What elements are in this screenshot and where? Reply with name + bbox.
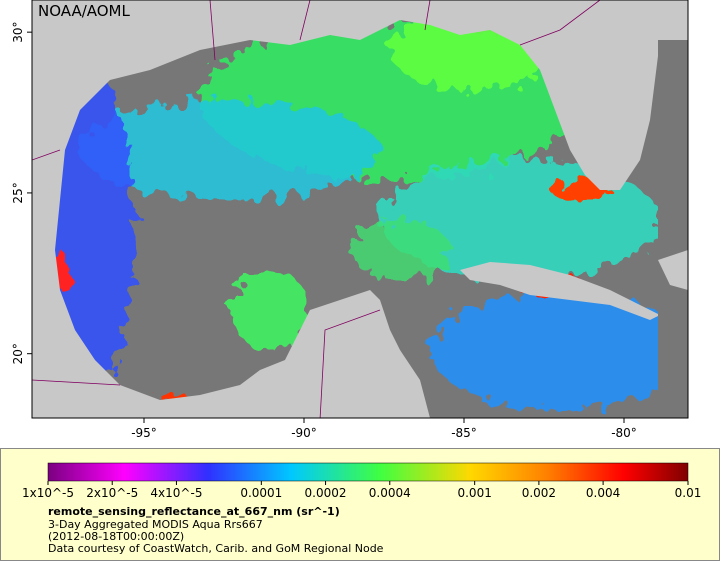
product-name: 3-Day Aggregated MODIS Aqua Rrs667	[48, 518, 263, 531]
lon-tick-label: -95°	[131, 426, 157, 440]
lat-tick-label: 25°	[11, 182, 25, 203]
variable-name: remote_sensing_reflectance_at_667_nm (sr…	[48, 505, 340, 518]
lat-tick-label: 30°	[11, 22, 25, 43]
lon-tick-label: -80°	[611, 426, 637, 440]
map-frame	[31, 0, 689, 419]
colorbar-tick-label: 1x10^-5	[22, 486, 74, 500]
lon-tick-label: -90°	[291, 426, 317, 440]
time-stamp: (2012-08-18T00:00:00Z)	[48, 530, 184, 543]
colorbar-tick-label: 0.0004	[369, 486, 411, 500]
colorbar-tick-label: 0.001	[457, 486, 491, 500]
colorbar-tick-label: 0.0002	[305, 486, 347, 500]
borders	[32, 0, 601, 418]
land	[32, 0, 688, 418]
colorbar-tick-label: 0.002	[522, 486, 556, 500]
map-title: NOAA/AOML	[38, 2, 131, 20]
colorbar-tick-label: 4x10^-5	[150, 486, 202, 500]
colorbar-tick-label: 0.01	[675, 486, 702, 500]
map: NOAA/AOML	[32, 0, 688, 418]
lat-tick-label: 20°	[11, 343, 25, 364]
credit: Data courtesy of CoastWatch, Carib. and …	[48, 542, 384, 555]
colorbar-tick-label: 2x10^-5	[86, 486, 138, 500]
colorbar	[47, 462, 689, 482]
colorbar-tick-label: 0.004	[586, 486, 620, 500]
colorbar-tick-label: 0.0001	[240, 486, 282, 500]
lon-tick-label: -85°	[451, 426, 477, 440]
